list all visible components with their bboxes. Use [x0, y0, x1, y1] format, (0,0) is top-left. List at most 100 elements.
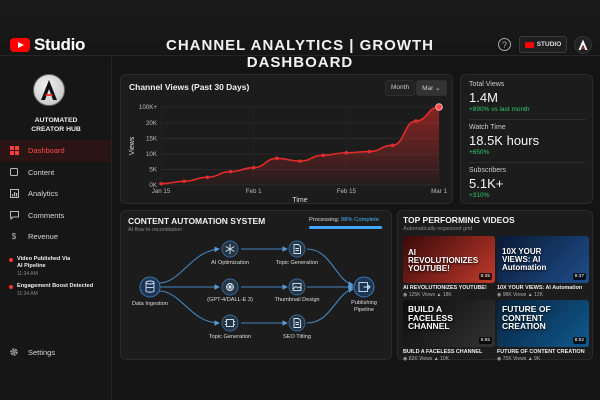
notification-time: 11:34 AM	[17, 271, 38, 277]
y-tick-label: 100K+	[139, 104, 157, 111]
data-point	[275, 156, 279, 161]
x-tick-label: Mar 1	[431, 188, 447, 195]
y-tick-label: 15K	[146, 136, 158, 143]
divider	[469, 119, 586, 120]
video-likes: 18K	[442, 292, 452, 298]
data-point	[182, 179, 186, 184]
series-area	[161, 107, 439, 185]
avatar[interactable]	[574, 36, 592, 54]
sidebar-item-label: Analytics	[28, 189, 59, 199]
video-views: 75K Views	[502, 356, 527, 362]
notification-dot-icon	[9, 258, 13, 262]
data-point	[344, 150, 349, 155]
topic-generation-2-node	[288, 240, 306, 258]
video-duration: 8:35	[478, 273, 492, 280]
revenue-icon: $	[11, 232, 17, 242]
thumbnail-text: FUTURE OF CONTENT CREATION	[502, 304, 551, 331]
document-icon	[293, 318, 301, 328]
openai-icon	[226, 283, 234, 291]
image-icon	[292, 283, 302, 291]
automation-flow-diagram	[139, 240, 375, 332]
avatar-logo-icon	[578, 39, 588, 50]
node-label-topic-generation-2: Topic Generation	[275, 260, 319, 266]
stat-delta: +650%	[469, 149, 490, 156]
sidebar-item-analytics[interactable]: Analytics	[0, 183, 111, 205]
video-thumbnail[interactable]: BUILD A FACELESS CHANNEL 6:55	[403, 300, 495, 347]
sidebar-item-settings[interactable]: Settings	[9, 347, 55, 357]
top-videos-title: TOP PERFORMING VIDEOS	[403, 215, 515, 225]
video-thumbnail[interactable]: AI REVOLUTIONIZES YOUTUBE! 8:35	[403, 236, 495, 283]
thumbnail-text: AI REVOLUTIONIZES YOUTUBE!	[408, 248, 479, 273]
stats-panel: Total Views 1.4M +890% vs last month Wat…	[460, 74, 593, 204]
studio-logo[interactable]: Studio	[10, 35, 85, 55]
data-point	[228, 169, 233, 174]
stat-label: Total Views	[469, 81, 505, 88]
data-ingestion-node	[139, 276, 161, 298]
flow-edge	[158, 290, 220, 326]
data-point	[367, 149, 372, 154]
snowflake-icon	[225, 244, 235, 254]
sidebar: AUTOMATED CREATOR HUB Dashboard Content …	[0, 57, 112, 400]
video-duration: 6:55	[478, 337, 492, 344]
page-title: CHANNEL ANALYTICS | GROWTH DASHBOARD	[166, 37, 434, 71]
video-thumbnail[interactable]: 10X YOUR VIEWS: AI Automation 9:37	[497, 236, 589, 283]
studio-button[interactable]: STUDIO	[519, 36, 567, 53]
top-bar: Studio CHANNEL ANALYTICS | GROWTH DASHBO…	[0, 0, 600, 71]
sidebar-item-dashboard[interactable]: Dashboard	[0, 140, 111, 162]
notification-dot-icon	[9, 285, 13, 289]
like-icon: ▲	[527, 292, 533, 298]
video-views: 125K Views	[408, 292, 436, 298]
video-card[interactable]: BUILD A FACELESS CHANNEL 6:55 BUILD A FA…	[403, 300, 495, 362]
chip-icon	[225, 319, 235, 327]
eye-icon: ◉	[403, 356, 408, 362]
stat-watch-time: Watch Time 18.5K hours +650%	[469, 124, 539, 156]
processing-value: 98% Complete	[340, 217, 379, 223]
analytics-icon	[9, 189, 19, 199]
stat-value: 18.5K hours	[469, 133, 540, 148]
video-duration: 9:37	[572, 273, 586, 280]
data-point	[414, 119, 418, 123]
eye-icon: ◉	[497, 292, 502, 298]
notification-text-line2: AI Pipeline	[17, 263, 46, 269]
range-dropdown[interactable]: Mar ⌄	[416, 80, 447, 96]
sidebar-item-label: Content	[28, 167, 55, 177]
notification-item[interactable]: Video Published Via AI Pipeline 11:34 AM	[9, 256, 109, 277]
hub-name: AUTOMATED CREATOR HUB	[10, 116, 102, 134]
video-duration: 8:52	[572, 337, 586, 344]
stat-value: 1.4M	[469, 90, 498, 105]
node-label-seo-titling: SEO Titling	[283, 334, 311, 340]
dashboard-icon	[9, 146, 19, 156]
sidebar-item-content[interactable]: Content	[0, 162, 111, 184]
data-point	[435, 103, 443, 111]
notification-text: Engagement Boost Detected	[17, 283, 94, 289]
node-label-thumbnail-design: Thumbnail Design	[274, 297, 320, 303]
stat-subscribers: Subscribers 5.1K+ +310%	[469, 167, 506, 199]
video-card[interactable]: FUTURE OF CONTENT CREATION 8:52 FUTURE O…	[497, 300, 589, 362]
video-thumbnail[interactable]: FUTURE OF CONTENT CREATION 8:52	[497, 300, 589, 347]
sidebar-item-comments[interactable]: Comments	[0, 205, 111, 227]
help-icon[interactable]: ?	[498, 38, 511, 51]
video-title: 10X YOUR VIEWS: AI Automation	[497, 285, 583, 291]
stat-total-views: Total Views 1.4M +890% vs last month	[469, 81, 530, 113]
logo-text: Studio	[34, 35, 86, 54]
y-tick-label: 5K	[149, 167, 157, 174]
video-card[interactable]: AI REVOLUTIONIZES YOUTUBE! 8:35 AI REVOL…	[403, 236, 495, 298]
eye-icon: ◉	[497, 356, 502, 362]
range-dropdown-label: Mar	[422, 85, 434, 92]
sidebar-item-revenue[interactable]: $ Revenue	[0, 226, 111, 248]
notification-item[interactable]: Engagement Boost Detected 11:34 AM	[9, 283, 109, 297]
video-views: 98K Views	[502, 292, 527, 298]
top-videos-panel: TOP PERFORMING VIDEOS Automatically orga…	[397, 210, 593, 362]
node-label-ai-optimization: AI Optimization	[211, 260, 249, 266]
sidebar-item-label: Revenue	[28, 232, 59, 242]
like-icon: ▲	[527, 356, 533, 362]
range-tab-month[interactable]: Month	[385, 80, 416, 96]
video-card[interactable]: 10X YOUR VIEWS: AI Automation 9:37 10X Y…	[497, 236, 589, 298]
eye-icon: ◉	[403, 292, 408, 298]
seo-titling-node	[288, 314, 306, 332]
studio-button-label: STUDIO	[536, 41, 562, 48]
node-label-publishing-pipeline: Publishing Pipeline	[351, 300, 377, 313]
chevron-down-icon: ⌄	[435, 85, 441, 92]
node-label-topic-generation: Topic Generation	[208, 334, 252, 340]
node-label-gpt: (GPT-4/DALL-E 3)	[207, 297, 253, 303]
